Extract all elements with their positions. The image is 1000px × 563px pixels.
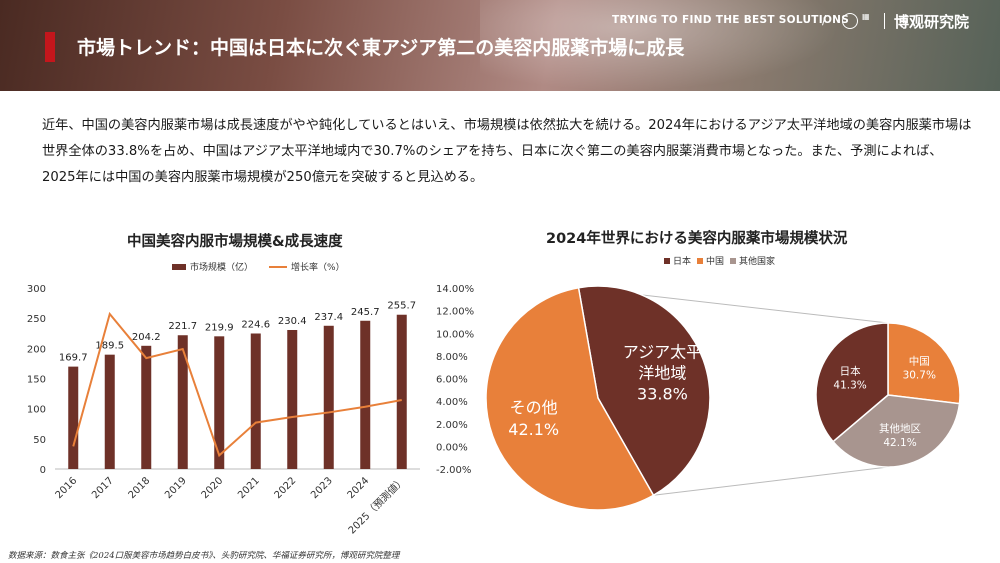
legend-china-dot [697,257,704,264]
legend-bar-swatch [172,263,186,270]
bar [177,335,188,469]
bar-data-label: 189.5 [95,341,124,352]
detail-label-other: 其他地区 [879,422,921,435]
y2-axis-tick-label: 4.00% [436,397,468,408]
y-axis-tick-label: 0 [40,465,46,476]
detail-value-other: 42.1% [883,437,916,449]
page-title: 市場トレンド：中国は日本に次ぐ東アジア第二の美容内服薬市場に成長 [77,37,685,59]
x-axis-tick-label: 2019 [163,475,189,501]
y-axis-tick-label: 300 [27,284,46,295]
brand-divider [884,13,885,29]
detail-label-japan: 日本 [840,364,861,377]
bar [250,333,261,469]
bar-data-label: 204.2 [132,332,161,343]
legend-china-label: 中国 [706,257,725,267]
pie-label-asia-pacific: アジア太平 [623,343,702,362]
y2-axis-tick-label: -2.00% [436,465,471,476]
title-accent-bar [45,32,55,62]
x-axis-tick-label: 2020 [200,475,226,501]
source-note: 数据来源：数食主张《2024口服美容市场趋势白皮书》、头豹研究院、华福证券研究所… [8,551,400,561]
y-axis-tick-label: 200 [27,344,46,355]
pie-value-other: 42.1% [508,420,559,439]
legend-line-label: 增长率（%） [291,263,345,273]
x-axis-tick-label: 2021 [236,475,262,501]
connector-line-bottom [653,466,889,496]
bar-data-label: 224.6 [241,319,270,330]
pie-chart-legend: 日本 中国 其他国家 [664,254,775,267]
y2-axis-tick-label: 10.00% [436,329,474,340]
bar-chart-title: 中国美容内服市場規模&成長速度 [127,234,343,250]
bar [323,325,334,469]
bar-data-label: 169.7 [59,353,88,364]
pie-label-other: その他 [510,398,558,417]
x-axis-tick-label: 2024 [346,475,372,501]
x-axis-tick-label: 2018 [127,475,153,501]
detail-value-japan: 41.3% [833,379,866,391]
x-axis-tick-label: 2016 [54,475,80,501]
bar-data-label: 230.4 [278,316,307,327]
x-axis-tick-label: 2023 [309,475,335,501]
y-axis-tick-label: 100 [27,405,46,416]
bar-of-pie-chart: アジア太平洋地域 33.8% その他 42.1% 中国 30.7% 其他地区 42.1% 日本 4… [485,285,961,511]
bar-data-label: 237.4 [314,312,343,323]
legend-other-label: 其他国家 [739,257,776,267]
pie-chart-title: 2024年世界における美容内服薬市場規模状況 [546,231,848,247]
detail-slice-other [832,394,961,468]
pie-value-asia-pacific: 33.8% [637,385,688,404]
tagline: TRYING TO FIND THE BEST SOLUTIONS [612,14,850,26]
x-axis-tick-label: 2022 [273,475,299,501]
legend-line-swatch [269,265,288,268]
y2-axis-tick-label: 2.00% [436,420,468,431]
legend-other-dot [730,257,737,264]
bar [396,314,407,469]
pie-slice-asia-pacific [577,285,711,497]
bar [360,320,371,469]
pie-label-asia-pacific: 洋地域 [638,364,686,383]
brand-name: 博观研究院 [894,13,970,31]
header-banner: 市場トレンド：中国は日本に次ぐ東アジア第二の美容内服薬市場に成長 TRYING … [0,0,1000,91]
tagline-separator: / [822,13,827,27]
detail-slice-china [887,322,961,405]
y2-axis-tick-label: 14.00% [436,284,474,295]
detail-value-china: 30.7% [903,369,936,381]
growth-rate-line [72,311,402,458]
bar [287,329,298,469]
bar-chart-legend: 市场规模（亿） 增长率（%） [172,260,345,273]
brand-mark-icon: ▦ [862,12,870,21]
y-axis-tick-label: 50 [33,435,46,446]
y-axis-tick-label: 150 [27,375,46,386]
bar-data-label: 245.7 [351,307,380,318]
bar [104,354,115,469]
legend-japan-label: 日本 [673,257,692,267]
detail-slice-japan [815,322,889,443]
bar [68,366,79,469]
legend-bar-label: 市场规模（亿） [190,263,254,273]
intro-paragraph: 近年、中国の美容内服薬市場は成長速度がやや鈍化しているとはいえ、市場規模は依然拡… [42,118,972,185]
header-mist [480,0,840,91]
y2-axis-tick-label: 8.00% [436,352,468,363]
bar-data-label: 255.7 [387,301,416,312]
detail-label-china: 中国 [909,354,930,367]
bar [141,345,152,469]
brand-circle-icon [842,13,858,29]
bar-data-label: 221.7 [168,321,197,332]
bar [214,336,225,469]
x-axis-tick-label: 2017 [90,475,116,501]
y2-axis-tick-label: 6.00% [436,375,468,386]
y-axis-tick-label: 250 [27,314,46,325]
bar-line-chart: 0 50 100 150 200 250 300 -2.00% 0.00% 2.00% 4.00% 6… [27,284,474,536]
legend-japan-dot [664,257,670,264]
bar-data-label: 219.9 [205,322,234,333]
y2-axis-tick-label: 12.00% [436,307,474,318]
pie-slice-other [485,286,655,511]
y2-axis-tick-label: 0.00% [436,442,468,453]
